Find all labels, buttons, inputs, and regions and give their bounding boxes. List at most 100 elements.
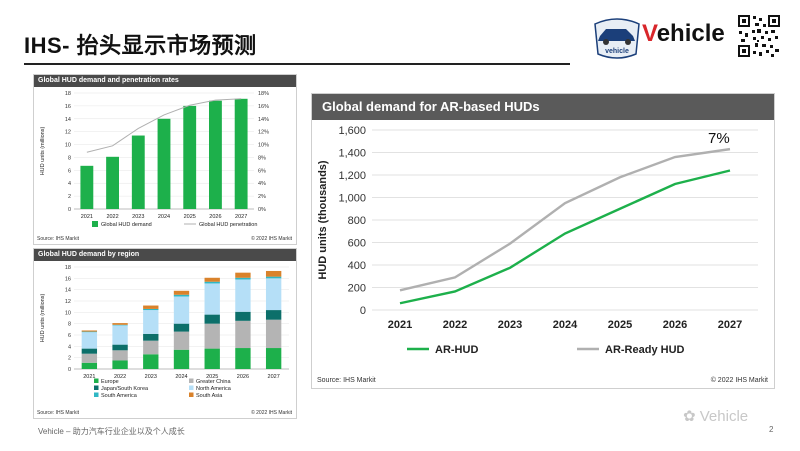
- panel2-title: Global HUD demand by region: [34, 249, 296, 261]
- chart-hud-region: 0 2 4 6 8 10 12 14 16 18 HUD units (millions) 2021 2…: [40, 265, 289, 399]
- y-tick-label: 0: [68, 367, 71, 373]
- y-tick-label: 10: [65, 310, 71, 316]
- x-tick-label: 2021: [81, 214, 93, 220]
- x-tick-label: 2026: [209, 214, 221, 220]
- stacked-bar-segment: [173, 331, 190, 350]
- stacked-bar-segment: [112, 325, 128, 345]
- x-tick-label: 2022: [106, 214, 118, 220]
- y-axis-label: HUD units (millions): [40, 294, 46, 343]
- stacked-bar-segment: [265, 278, 282, 311]
- legend-swatch: [189, 385, 194, 390]
- legend-label: Japan/South Korea: [101, 386, 149, 392]
- x-tick-label: 2022: [114, 374, 126, 380]
- panel3-header: [312, 94, 774, 120]
- stacked-bar-segment: [143, 340, 159, 355]
- y-tick-label: 600: [348, 238, 366, 250]
- stacked-bar-segment: [143, 308, 159, 311]
- legend-label: AR-HUD: [435, 344, 478, 356]
- y-tick-label: 1,400: [338, 148, 366, 160]
- y2-tick-label: 18%: [258, 91, 269, 97]
- annotation-label: 7%: [708, 130, 730, 147]
- y2-tick-label: 10%: [258, 143, 269, 149]
- stacked-bar-segment: [173, 290, 190, 295]
- stacked-bar-segment: [204, 314, 220, 324]
- legend-swatch: [94, 378, 99, 383]
- bar: [183, 105, 197, 209]
- penetration-line: [86, 98, 242, 153]
- y-tick-label: 2: [68, 194, 71, 200]
- y2-tick-label: 8%: [258, 155, 266, 161]
- stacked-bar-segment: [81, 353, 98, 363]
- y2-tick-label: 14%: [258, 117, 269, 123]
- y-tick-label: 6: [68, 168, 71, 174]
- panel2-copyright: © 2022 IHS Markit: [251, 410, 292, 416]
- y-tick-label: 14: [65, 117, 71, 123]
- stacked-bar-segment: [265, 270, 282, 277]
- y-tick-label: 800: [348, 215, 366, 227]
- stacked-bar-segment: [173, 323, 190, 332]
- panel2-source: Source: IHS Markit: [37, 410, 79, 416]
- stacked-bar-segment: [265, 276, 282, 279]
- stacked-bar-segment: [143, 305, 159, 309]
- stacked-bar-segment: [235, 320, 251, 349]
- y-tick-label: 18: [65, 91, 71, 97]
- x-tick-label: 2025: [608, 319, 632, 331]
- x-tick-label: 2024: [553, 319, 578, 331]
- page-number: 2: [769, 425, 774, 434]
- y-tick-label: 12: [65, 299, 71, 305]
- x-tick-label: 2026: [663, 319, 687, 331]
- legend-label-penetration: Global HUD penetration: [199, 222, 257, 228]
- bar: [80, 165, 94, 209]
- x-tick-label: 2025: [206, 374, 218, 380]
- stacked-bar-segment: [112, 323, 128, 325]
- panel-ar-hud: Global demand for AR-based HUDs 0 200 400 6…: [311, 93, 775, 389]
- stacked-bar-segment: [112, 344, 128, 351]
- x-tick-label: 2025: [184, 214, 196, 220]
- y2-tick-label: 2%: [258, 194, 266, 200]
- stacked-bar-segment: [235, 279, 251, 312]
- stacked-bar-segment: [81, 331, 98, 333]
- x-tick-label: 2023: [145, 374, 157, 380]
- legend-swatch: [189, 378, 194, 383]
- stacked-bar-segment: [81, 332, 98, 349]
- watermark-text: Vehicle: [699, 408, 749, 425]
- chart-ar-hud: 0 200 400 600 800 1,000 1,200 1,400 1,600 HUD uni…: [317, 125, 758, 356]
- brand-name: Vehicle: [642, 20, 725, 48]
- y-tick-label: 0: [360, 305, 366, 317]
- legend-swatch-demand: [92, 221, 98, 227]
- stacked-bar-segment: [112, 350, 128, 361]
- y-tick-label: 4: [68, 181, 71, 187]
- y-tick-label: 0: [68, 207, 71, 213]
- stacked-bar-segment: [81, 330, 98, 332]
- stacked-bar-segment: [265, 319, 282, 349]
- stacked-bar-segment: [173, 294, 190, 297]
- y-tick-label: 12: [65, 130, 71, 136]
- series-line: [399, 169, 731, 305]
- stacked-bar-segment: [143, 333, 159, 341]
- bar: [209, 100, 222, 209]
- y-tick-label: 1,200: [338, 170, 366, 182]
- stacked-bar-segment: [173, 296, 190, 324]
- stacked-bar-segment: [235, 311, 251, 321]
- y-tick-label: 1,000: [338, 193, 366, 205]
- y2-tick-label: 12%: [258, 130, 269, 136]
- x-tick-label: 2023: [132, 214, 144, 220]
- y2-tick-label: 16%: [258, 104, 269, 110]
- panel1-title: Global HUD demand and penetration rates: [34, 75, 296, 87]
- stacked-bar-segment: [204, 277, 220, 282]
- y2-tick-label: 4%: [258, 181, 266, 187]
- y-tick-label: 200: [348, 283, 366, 295]
- x-tick-label: 2027: [268, 374, 280, 380]
- bar: [131, 135, 145, 209]
- vehicle-logo: vehicle: [592, 14, 728, 62]
- title-divider: [24, 63, 570, 65]
- stacked-bar-segment: [112, 324, 128, 326]
- y2-tick-label: 6%: [258, 168, 266, 174]
- panel1-copyright: © 2022 IHS Markit: [251, 236, 292, 242]
- x-tick-label: 2024: [158, 214, 170, 220]
- chart-hud-demand: 0 2 4 6 8 10 12 14 16 18 0% 2% 4% 6% 8% 10% 12% 14% 16% 18%…: [40, 91, 269, 228]
- panel1-source: Source: IHS Markit: [37, 236, 79, 242]
- x-tick-label: 2021: [388, 319, 412, 331]
- stacked-bar-segment: [265, 348, 282, 369]
- y-tick-label: 14: [65, 288, 71, 294]
